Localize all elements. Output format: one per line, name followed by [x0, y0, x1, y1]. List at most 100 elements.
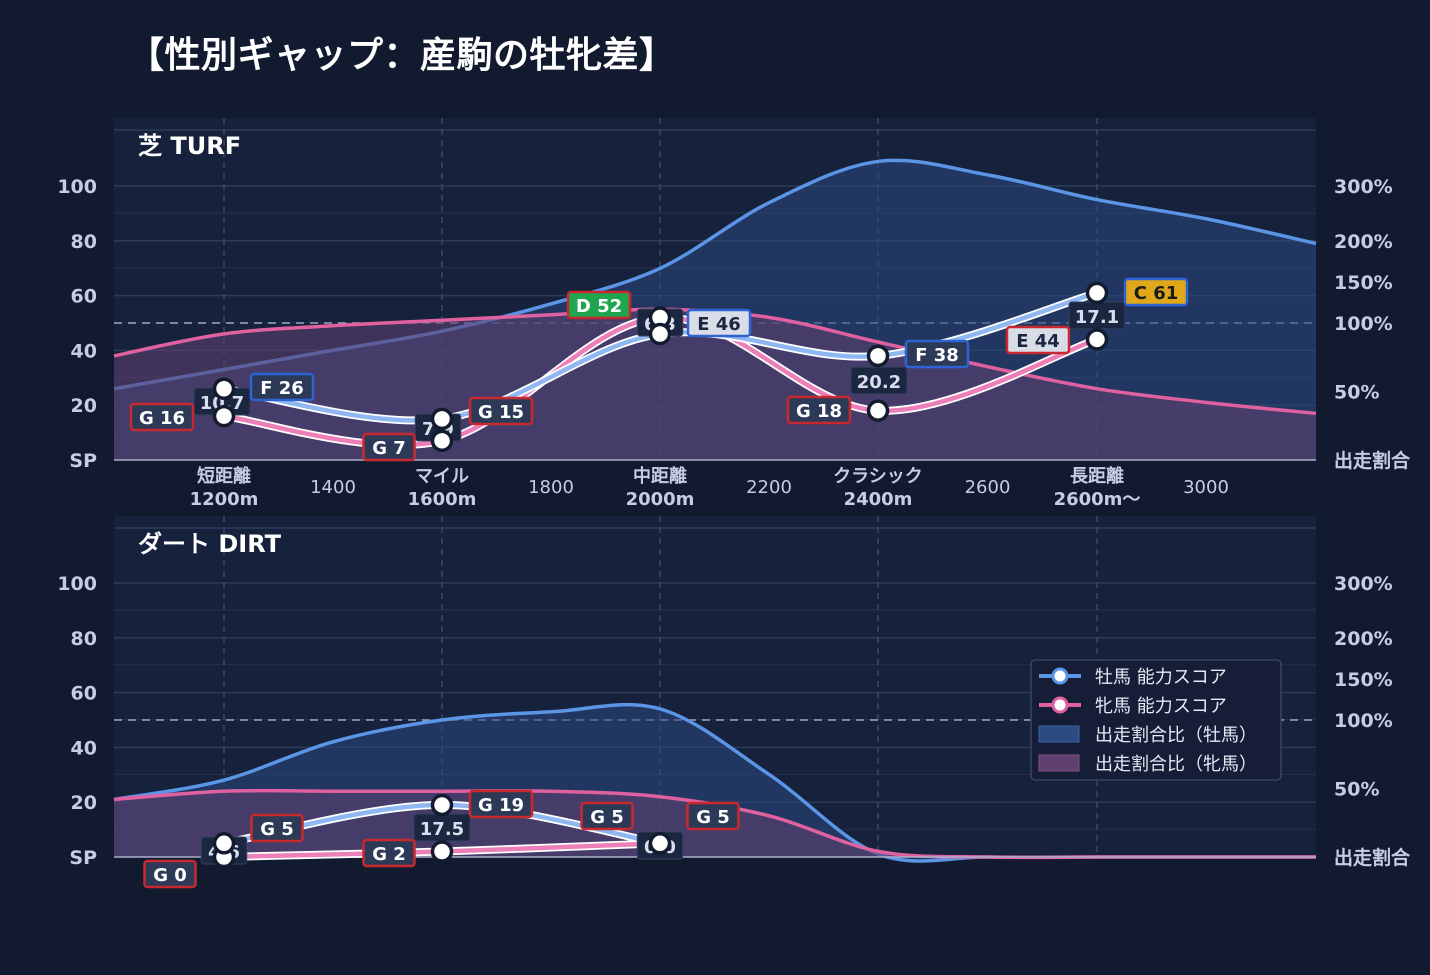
- right-tick-label: 50%: [1334, 382, 1379, 404]
- x-tick-distance: 2000m: [626, 489, 695, 510]
- female-grade-badge: [1005, 325, 1071, 355]
- y-tick-label: SP: [69, 450, 97, 472]
- y-tick-label: 20: [71, 792, 97, 814]
- x-minor-tick-label: 1400: [310, 477, 356, 498]
- right-tick-label: 200%: [1334, 628, 1393, 650]
- right-tick-label: 200%: [1334, 231, 1393, 253]
- male-grade-label: G 5: [696, 807, 730, 828]
- x-tick-category: 短距離: [197, 465, 251, 487]
- y-tick-label: 40: [71, 737, 97, 759]
- legend-label: 牡馬 能力スコア: [1095, 667, 1227, 688]
- y-tick-label: 80: [71, 628, 97, 650]
- female-score-point: [866, 399, 890, 422]
- male-score-point: [212, 377, 236, 401]
- x-minor-tick-label: 2600: [965, 477, 1011, 498]
- legend-area-swatch: [1038, 754, 1080, 772]
- x-tick-distance: 1600m: [408, 489, 477, 510]
- x-tick-category: 長距離: [1070, 465, 1124, 487]
- x-tick-category: クラシック: [833, 466, 923, 487]
- male-grade-badge: [250, 813, 304, 843]
- male-grade-badge: [468, 396, 534, 426]
- y-tick-label: 100: [57, 573, 97, 595]
- y-tick-label: 40: [71, 340, 97, 362]
- right-tick-label: 100%: [1334, 313, 1393, 335]
- male-grade-label: G 19: [478, 795, 524, 816]
- female-grade-badge: [129, 402, 195, 432]
- male-grade-label: F 26: [260, 378, 304, 399]
- x-tick-category: マイル: [415, 466, 469, 487]
- female-grade-label: D 52: [576, 296, 622, 317]
- x-tick-category: 中距離: [633, 465, 687, 487]
- y-tick-label: 20: [71, 395, 97, 417]
- female-grade-badge: [566, 290, 632, 320]
- female-grade-badge: [786, 395, 852, 425]
- gap-label: 17.5: [420, 819, 464, 840]
- x-minor-tick-label: 3000: [1183, 477, 1229, 498]
- y-tick-label: 60: [71, 286, 97, 308]
- page-title: 【性別ギャップ：産駒の牡牝差】: [128, 35, 676, 76]
- male-score-point: [212, 832, 236, 855]
- panel-turf: 10.77.96.320.217.1F 26G 15E 46F 38C 61G …: [57, 118, 1411, 510]
- right-tick-label: 100%: [1334, 710, 1393, 732]
- x-minor-tick-label: 2200: [746, 477, 792, 498]
- female-grade-label: G 7: [372, 438, 406, 459]
- panel-title: ダート DIRT: [138, 530, 282, 558]
- right-tick-label: 150%: [1334, 669, 1393, 691]
- male-grade-label: G 15: [478, 402, 524, 423]
- legend-point-swatch: [1051, 696, 1069, 714]
- female-grade-label: G 16: [139, 408, 185, 429]
- legend-area-swatch: [1038, 725, 1080, 743]
- right-tick-label: 出走割合: [1334, 846, 1411, 869]
- male-grade-label: G 5: [260, 819, 294, 840]
- male-grade-label: E 46: [697, 314, 741, 335]
- male-grade-badge: [1123, 277, 1189, 307]
- legend-point-swatch: [1051, 667, 1069, 685]
- male-grade-label: C 61: [1134, 283, 1179, 304]
- male-score-point: [648, 322, 672, 346]
- y-tick-label: SP: [69, 847, 97, 869]
- y-tick-label: 60: [71, 683, 97, 705]
- male-score-point: [866, 344, 890, 368]
- right-tick-label: 150%: [1334, 272, 1393, 294]
- female-score-point: [430, 429, 454, 453]
- female-score-point: [1085, 328, 1109, 351]
- female-score-point: [430, 840, 454, 863]
- male-grade-badge: [686, 308, 752, 338]
- x-tick-distance: 2600m〜: [1054, 489, 1141, 510]
- gap-label: 10.7: [200, 393, 244, 414]
- male-grade-badge: [249, 372, 315, 402]
- female-grade-badge: [362, 838, 416, 868]
- female-score-point: [212, 404, 236, 428]
- legend-label: 出走割合比（牡馬）: [1095, 725, 1257, 746]
- y-tick-label: 80: [71, 231, 97, 253]
- female-grade-badge: [362, 432, 416, 462]
- female-grade-label: G 5: [590, 807, 624, 828]
- legend-label: 牝馬 能力スコア: [1095, 696, 1227, 717]
- female-grade-label: G 0: [153, 865, 187, 886]
- gap-label: 17.1: [1075, 307, 1119, 328]
- panel-title: 芝 TURF: [138, 132, 241, 160]
- female-grade-label: G 18: [796, 401, 842, 422]
- male-score-point: [1085, 281, 1109, 305]
- male-grade-badge: [686, 801, 740, 831]
- female-grade-badge: [143, 859, 197, 889]
- female-grade-label: G 2: [372, 844, 406, 865]
- female-grade-label: E 44: [1016, 331, 1060, 352]
- male-grade-badge: [468, 789, 534, 819]
- male-grade-badge: [904, 339, 970, 369]
- x-tick-distance: 2400m: [844, 489, 913, 510]
- y-tick-label: 100: [57, 176, 97, 198]
- legend-label: 出走割合比（牝馬）: [1095, 754, 1257, 775]
- right-tick-label: 出走割合: [1334, 449, 1411, 472]
- male-score-point: [648, 832, 672, 855]
- male-score-point: [430, 793, 454, 817]
- x-tick-distance: 1200m: [190, 489, 259, 510]
- female-grade-badge: [580, 801, 634, 831]
- right-tick-label: 300%: [1334, 176, 1393, 198]
- male-grade-label: F 38: [915, 345, 959, 366]
- legend-box: [1030, 659, 1282, 781]
- right-tick-label: 50%: [1334, 779, 1379, 801]
